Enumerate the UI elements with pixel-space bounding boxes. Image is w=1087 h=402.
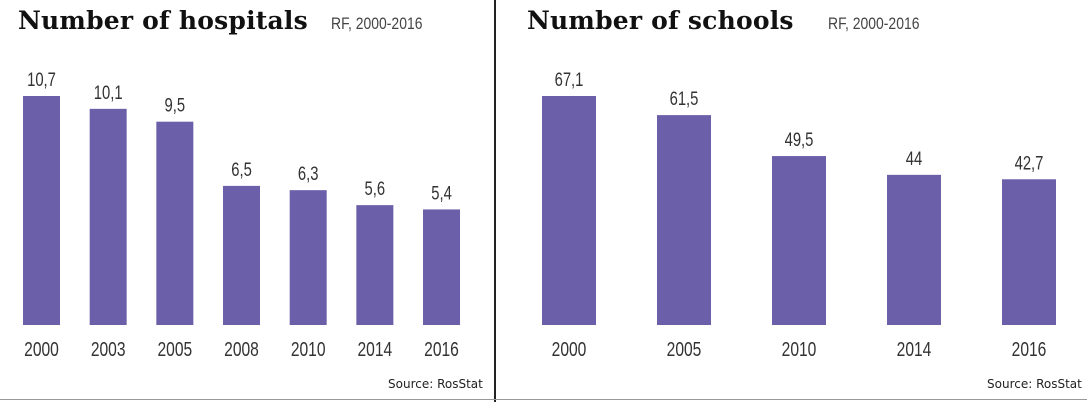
hospitals-value-label: 10,1 <box>94 82 123 103</box>
schools-bar-2010 <box>772 156 826 325</box>
hospitals-x-tick-label: 2008 <box>224 338 259 360</box>
hospitals-bar-chart: 10,7 2000 10,1 2003 9,5 2005 6,5 2008 6,3 2010 5,6… <box>23 69 461 360</box>
hospitals-chart-title: Number of hospitals <box>18 6 308 35</box>
schools-x-tick-label: 2005 <box>667 338 702 360</box>
hospitals-value-label: 10,7 <box>27 69 56 90</box>
schools-chart-subtitle: RF, 2000-2016 <box>828 14 920 33</box>
schools-chart-panel: Number of schools RF, 2000-2016 67,1 2000… <box>497 0 1087 402</box>
schools-x-tick-label: 2000 <box>552 338 587 360</box>
schools-value-label: 44 <box>906 148 922 169</box>
schools-bar-2014 <box>887 174 941 325</box>
schools-x-tick-label: 2014 <box>897 338 932 360</box>
hospitals-bar-2016 <box>423 209 461 325</box>
schools-value-label: 49,5 <box>785 129 814 150</box>
hospitals-x-tick-label: 2014 <box>358 338 393 360</box>
hospitals-x-tick-label: 2005 <box>157 338 192 360</box>
schools-x-tick-label: 2010 <box>782 338 817 360</box>
schools-bar-2016 <box>1002 179 1056 325</box>
hospitals-value-label: 9,5 <box>165 95 186 116</box>
panel-divider <box>494 0 496 402</box>
hospitals-x-tick-label: 2003 <box>91 338 126 360</box>
hospitals-bar-2003 <box>89 108 127 325</box>
hospitals-bar-2014 <box>356 205 394 325</box>
hospitals-chart-subtitle: RF, 2000-2016 <box>331 14 423 33</box>
schools-value-label: 42,7 <box>1015 153 1044 174</box>
hospitals-x-tick-label: 2000 <box>24 338 59 360</box>
schools-value-label: 67,1 <box>555 69 584 90</box>
schools-source-note: Source: RosStat <box>987 377 1082 391</box>
schools-bar-2005 <box>657 115 711 325</box>
hospitals-x-tick-label: 2010 <box>291 338 326 360</box>
hospitals-value-label: 5,6 <box>365 178 386 199</box>
hospitals-value-label: 6,5 <box>231 159 252 180</box>
schools-bar-chart: 67,1 2000 61,5 2005 49,5 2010 44 2014 42,7 2016 <box>542 69 1056 360</box>
schools-bar-2000 <box>542 96 596 325</box>
bottom-rule <box>0 399 1087 400</box>
hospitals-chart-panel: Number of hospitals RF, 2000-2016 10,7 20… <box>0 0 494 402</box>
hospitals-bar-2010 <box>289 190 327 325</box>
hospitals-source-note: Source: RosStat <box>388 377 483 391</box>
hospitals-value-label: 6,3 <box>298 163 319 184</box>
hospitals-bar-2008 <box>223 185 261 325</box>
hospitals-bar-2005 <box>156 121 194 325</box>
schools-chart-title: Number of schools <box>527 6 794 35</box>
schools-x-tick-label: 2016 <box>1012 338 1047 360</box>
hospitals-x-tick-label: 2016 <box>424 338 459 360</box>
hospitals-value-label: 5,4 <box>431 183 452 204</box>
schools-value-label: 61,5 <box>670 88 699 109</box>
hospitals-bar-2000 <box>23 96 60 325</box>
